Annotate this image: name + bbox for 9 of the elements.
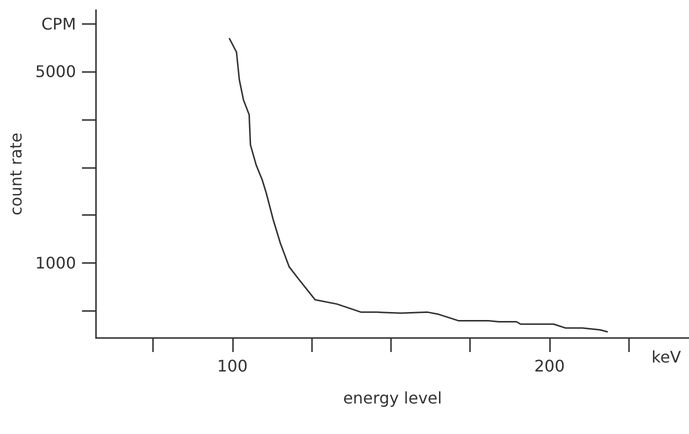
line-series xyxy=(228,38,608,333)
y-tick-label: CPM xyxy=(41,14,76,34)
text: keV xyxy=(652,348,682,366)
x-tick-label: 200 xyxy=(534,356,565,376)
y-tick-label: 5000 xyxy=(35,62,76,82)
x-axis-title: energy level xyxy=(343,388,442,408)
y-axis-title: count rate xyxy=(6,132,26,216)
x-tick-label: 100 xyxy=(217,356,248,376)
y-tick-label: 1000 xyxy=(35,253,76,272)
